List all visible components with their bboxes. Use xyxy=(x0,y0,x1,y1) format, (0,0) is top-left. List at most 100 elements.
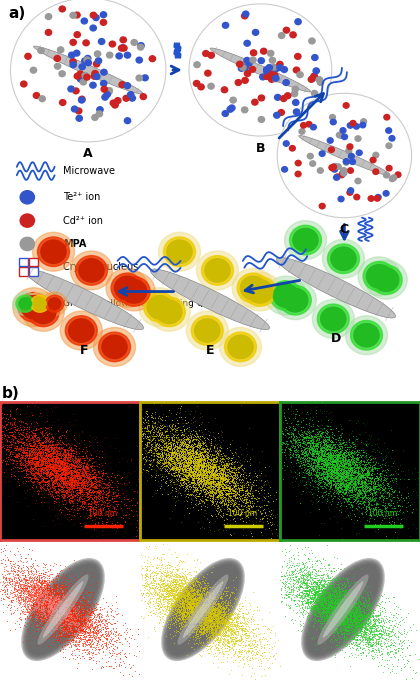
Point xyxy=(71,614,78,625)
Point xyxy=(61,585,68,596)
Point xyxy=(330,594,336,605)
Point xyxy=(336,458,343,469)
Point xyxy=(339,590,346,601)
Point xyxy=(50,592,56,603)
Circle shape xyxy=(351,166,357,172)
Point xyxy=(312,588,318,599)
Point xyxy=(344,493,351,504)
Point xyxy=(67,615,74,626)
Point xyxy=(227,623,234,634)
Point xyxy=(209,632,215,643)
Point xyxy=(335,595,342,606)
Point xyxy=(337,603,344,614)
Point xyxy=(319,590,326,601)
Point xyxy=(54,599,60,610)
Point xyxy=(321,587,328,598)
Point xyxy=(327,573,334,584)
Point xyxy=(24,579,31,590)
Point xyxy=(15,581,22,592)
Point xyxy=(10,573,17,584)
Point xyxy=(169,423,176,434)
Point xyxy=(330,614,336,625)
Point xyxy=(48,585,55,596)
Point xyxy=(215,604,222,615)
Point xyxy=(59,620,66,631)
Point xyxy=(64,621,71,632)
Point xyxy=(41,585,48,596)
Point xyxy=(64,466,71,477)
Point xyxy=(355,471,362,482)
Point xyxy=(306,620,312,631)
Point xyxy=(341,471,348,482)
Point xyxy=(170,436,177,447)
Point xyxy=(184,422,191,433)
Point xyxy=(189,457,196,468)
Point xyxy=(192,455,199,466)
Point xyxy=(370,613,377,624)
Point xyxy=(12,579,18,590)
Point xyxy=(338,605,345,616)
Point xyxy=(363,623,370,634)
Point xyxy=(225,610,232,621)
Point xyxy=(62,603,68,614)
Point xyxy=(33,436,39,447)
Point xyxy=(44,461,51,472)
Point xyxy=(168,469,175,480)
Point xyxy=(42,469,49,480)
Point xyxy=(392,621,399,632)
Point xyxy=(47,462,54,473)
Point xyxy=(313,447,320,458)
Point xyxy=(361,643,368,654)
Point xyxy=(68,629,75,640)
Point xyxy=(60,594,67,605)
Point xyxy=(348,619,355,630)
Point xyxy=(29,431,35,442)
Point xyxy=(358,631,365,642)
Point xyxy=(312,443,319,454)
Point xyxy=(277,476,284,487)
Point xyxy=(92,519,98,530)
Point xyxy=(67,478,74,489)
Point xyxy=(62,643,68,654)
Point xyxy=(318,600,325,611)
Point xyxy=(197,615,203,626)
Point xyxy=(217,629,224,640)
Point xyxy=(91,626,97,637)
Point xyxy=(310,436,317,447)
Point xyxy=(166,442,173,453)
Point xyxy=(167,429,174,440)
Point xyxy=(196,466,203,477)
Point xyxy=(64,448,71,459)
Point xyxy=(69,498,76,509)
Point xyxy=(63,607,70,618)
Point xyxy=(226,490,232,501)
Point xyxy=(42,596,49,607)
Point xyxy=(208,464,215,475)
Point xyxy=(235,609,242,620)
Point xyxy=(330,455,336,466)
Point xyxy=(316,462,323,473)
Point xyxy=(66,609,72,620)
Point xyxy=(225,615,231,626)
Point xyxy=(190,601,197,612)
Point xyxy=(83,462,90,473)
Point xyxy=(397,495,404,506)
Point xyxy=(110,611,117,622)
Point xyxy=(60,610,67,621)
Point xyxy=(213,442,220,453)
Point xyxy=(379,621,386,632)
Point xyxy=(223,594,230,605)
Point xyxy=(276,480,283,491)
Point xyxy=(188,606,195,617)
Point xyxy=(68,596,75,608)
Point xyxy=(31,601,38,612)
Point xyxy=(175,464,181,475)
Point xyxy=(377,493,383,504)
Point xyxy=(6,458,13,469)
Point xyxy=(165,587,172,598)
Point xyxy=(362,634,368,645)
Point xyxy=(354,464,361,475)
Point xyxy=(332,471,339,482)
Point xyxy=(341,475,347,486)
Point xyxy=(94,486,101,497)
